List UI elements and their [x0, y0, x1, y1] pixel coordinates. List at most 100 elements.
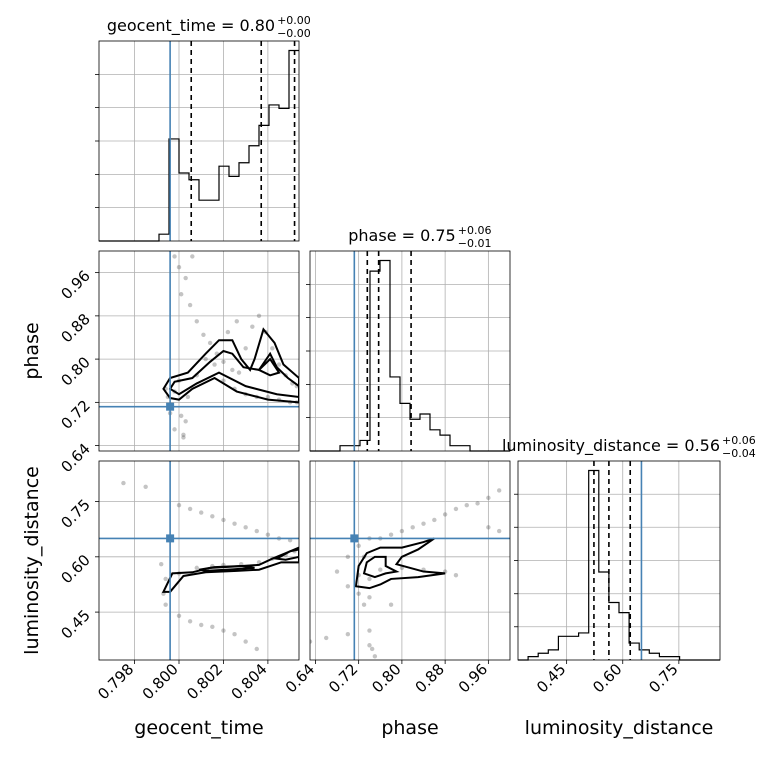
y-tick-label: 0.64	[57, 440, 93, 476]
panel-title-geocent_time: geocent_time = 0.80	[107, 16, 275, 36]
panel-title-phase: phase = 0.75	[348, 226, 455, 245]
truth-marker	[166, 534, 175, 543]
joint-panel-geocent_time-luminosity_distance	[98, 460, 300, 661]
sample-point	[410, 525, 415, 530]
y-tick-label: 0.88	[57, 310, 93, 346]
sample-point	[159, 561, 164, 567]
sample-point	[464, 503, 469, 508]
x-tick-label: 0.80	[368, 660, 404, 696]
sample-point	[232, 521, 237, 526]
y-tick-label: 0.72	[57, 396, 93, 432]
sample-point	[345, 554, 351, 560]
sample-point	[432, 517, 437, 523]
sample-point	[356, 543, 361, 548]
x-tick-label: 0.802	[183, 660, 226, 703]
title-upper-error: +0.06	[458, 224, 492, 237]
density-contour	[162, 327, 299, 404]
sample-point	[496, 528, 502, 534]
sample-point	[207, 340, 213, 346]
sample-point	[399, 528, 405, 534]
title-lower-error: −0.04	[722, 447, 756, 460]
sample-point	[236, 370, 242, 375]
sample-point	[183, 419, 188, 424]
sample-point	[163, 576, 168, 582]
sample-point	[210, 514, 215, 519]
y-tick-label: 0.75	[57, 496, 93, 532]
gridlines	[310, 251, 510, 451]
sample-point	[179, 413, 184, 419]
x-tick-label: 0.804	[228, 660, 271, 703]
sample-point	[265, 532, 271, 537]
sample-point	[181, 435, 186, 440]
sample-point	[179, 292, 184, 297]
sample-point	[421, 521, 426, 526]
sample-point	[367, 643, 372, 648]
sample-point	[221, 628, 226, 633]
sample-point	[496, 488, 502, 493]
gridlines	[99, 461, 299, 660]
sample-point	[221, 359, 226, 365]
sample-point	[225, 329, 231, 335]
sample-point	[176, 503, 182, 508]
gridlines	[518, 461, 720, 660]
x-tick-label: 0.64	[282, 660, 318, 696]
histogram-step-geocent_time	[99, 49, 299, 242]
sample-point	[453, 573, 459, 578]
sample-point	[486, 525, 491, 530]
axes-frame	[98, 460, 300, 661]
sample-point	[310, 639, 313, 644]
axes-frame	[98, 40, 300, 242]
sample-point	[143, 484, 148, 489]
histogram-step-phase	[310, 259, 510, 452]
sample-point	[388, 532, 394, 537]
axes-frame	[98, 250, 300, 452]
sample-point	[176, 265, 182, 270]
sample-point	[221, 517, 226, 523]
sample-point	[176, 613, 182, 618]
joint-panel-phase-luminosity_distance	[309, 460, 511, 661]
sample-point	[243, 346, 248, 351]
sample-point	[163, 602, 168, 607]
density-contour	[273, 548, 299, 561]
truth-marker	[166, 402, 175, 411]
sample-point	[378, 567, 383, 572]
sample-point	[203, 356, 208, 362]
sample-point	[187, 506, 193, 512]
sample-point	[254, 528, 259, 534]
x-tick-label: 0.96	[455, 660, 491, 696]
density-contour	[198, 565, 255, 572]
sample-point	[486, 495, 491, 501]
axes-frame	[309, 460, 511, 661]
x-tick-label: 0.88	[412, 660, 448, 696]
sample-point	[345, 632, 351, 637]
sample-point	[453, 506, 459, 512]
sample-point	[172, 254, 177, 259]
sample-point	[250, 324, 255, 329]
panel-title-luminosity_distance: luminosity_distance = 0.56	[502, 436, 720, 456]
density-contour	[354, 537, 446, 590]
y-tick-label: 0.45	[57, 606, 93, 642]
gridlines	[310, 461, 510, 660]
x-axis-label-phase: phase	[381, 717, 438, 739]
x-tick-label: 0.75	[645, 660, 681, 696]
sample-point	[475, 501, 480, 506]
histogram-step-luminosity_distance	[518, 469, 720, 661]
axes-frame	[309, 250, 511, 452]
truth-marker	[350, 534, 359, 543]
x-tick-label: 0.72	[325, 660, 361, 696]
x-tick-label: 0.798	[94, 660, 137, 703]
sample-point	[212, 362, 217, 367]
sample-point	[187, 302, 193, 308]
sample-point	[367, 576, 372, 582]
title-upper-error: +0.00	[277, 14, 311, 27]
x-tick-label: 0.800	[139, 660, 182, 703]
sample-point	[243, 525, 248, 530]
sample-point	[194, 565, 199, 571]
sample-point	[372, 654, 378, 659]
sample-point	[324, 635, 329, 641]
sample-point	[199, 510, 204, 515]
density-contour	[168, 349, 299, 398]
sample-point	[194, 319, 199, 324]
sample-point	[367, 595, 372, 600]
